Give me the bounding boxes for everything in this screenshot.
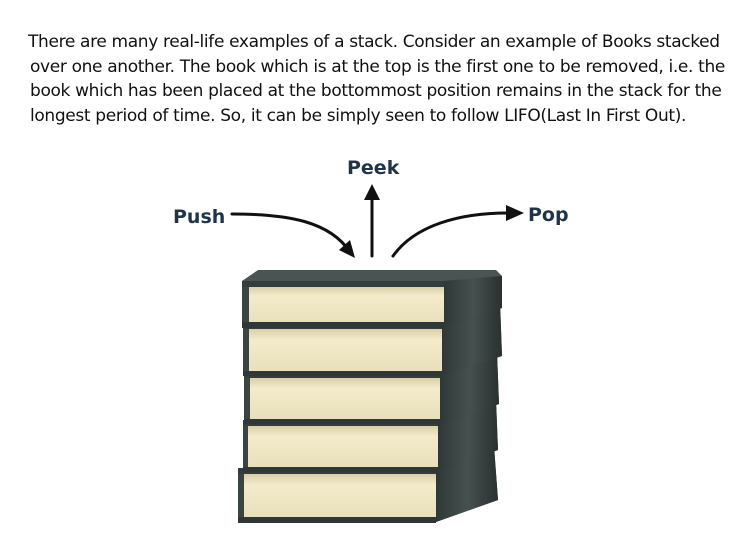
push-arrowhead: [339, 240, 355, 258]
peek-arrowhead: [364, 184, 380, 200]
description-line-1: There are many real-life examples of a s…: [28, 32, 720, 52]
peek-label: Peek: [347, 157, 400, 179]
description-line-2: over one another. The book which is at t…: [30, 56, 725, 77]
description-line-3: book which has been placed at the bottom…: [30, 81, 722, 101]
book-1: [242, 270, 502, 328]
pop-label: Pop: [528, 204, 569, 226]
book-stack: [238, 270, 502, 523]
description-paragraph: There are many real-life examples of a s…: [28, 30, 733, 128]
push-arrow: [230, 212, 352, 254]
push-label: Push: [173, 206, 225, 228]
description-line-4: longest period of time. So, it can be si…: [30, 105, 687, 126]
pop-arrowhead: [506, 205, 524, 221]
pop-arrow: [391, 211, 510, 258]
